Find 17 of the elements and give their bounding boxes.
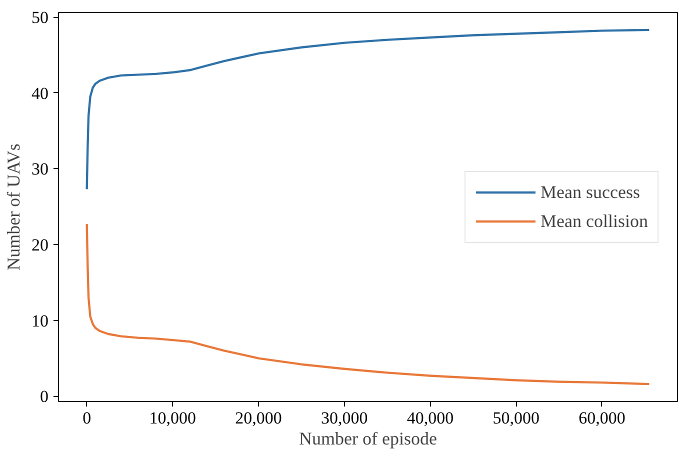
legend-label: Mean collision (540, 210, 648, 232)
y-tick-label: 0 (40, 387, 48, 406)
x-tick-label: 40,000 (406, 408, 454, 428)
y-tick-label: 30 (32, 160, 48, 179)
x-tick-label: 30,000 (321, 408, 368, 428)
x-tick-label: 20,000 (235, 408, 282, 428)
y-tick-label: 50 (32, 8, 48, 28)
x-tick-label: 50,000 (492, 408, 540, 428)
y-tick-label: 40 (32, 84, 48, 103)
x-tick-label: 0 (82, 408, 92, 428)
legend-label: Mean success (540, 182, 640, 202)
x-axis-title: Number of episode (299, 428, 437, 448)
y-tick-label: 10 (32, 311, 48, 330)
x-tick-label: 10,000 (149, 408, 196, 428)
x-tick-label: 60,000 (578, 408, 626, 428)
y-axis-title: Number of UAVs (4, 144, 24, 270)
y-tick-label: 20 (32, 236, 48, 255)
